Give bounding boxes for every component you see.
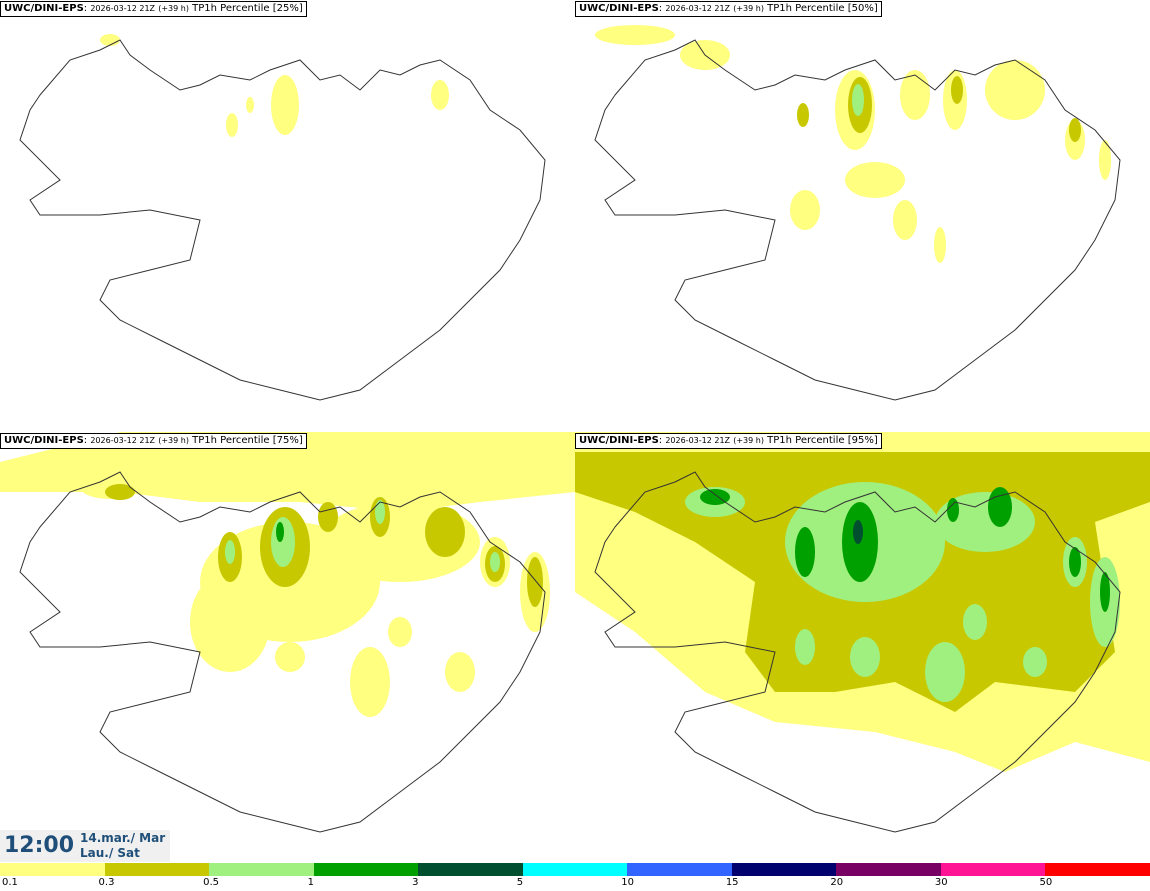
colorbar-tick-label: 0.5 (203, 877, 219, 888)
panel-title: UWC/DINI-EPS: 2026-03-12 21Z (+39 h) TP1… (0, 433, 307, 449)
map-panel-p75: UWC/DINI-EPS: 2026-03-12 21Z (+39 h) TP1… (0, 432, 575, 864)
precip-areas-p95 (575, 432, 1150, 772)
colorbar-segment (418, 863, 523, 876)
colorbar-tick-label: 10 (621, 877, 634, 888)
valid-date-line1: 14.mar./ Mar (80, 831, 166, 845)
valid-date: 14.mar./ Mar Lau./ Sat (80, 831, 165, 861)
map-panel-p50: UWC/DINI-EPS: 2026-03-12 21Z (+39 h) TP1… (575, 0, 1150, 432)
map-panel-p95: UWC/DINI-EPS: 2026-03-12 21Z (+39 h) TP1… (575, 432, 1150, 864)
colorbar-tick-label: 30 (934, 877, 948, 888)
colorbar-tick-label: 50 (1039, 877, 1053, 888)
colorbar-ticks: 0.1 0.3 0.5 1 3 5 10 15 20 30 50 (0, 877, 1150, 891)
colorbar-segment (731, 863, 837, 876)
coastline-p75 (19, 471, 546, 833)
colorbar-segment (836, 863, 941, 876)
map-p50 (594, 25, 1121, 401)
colorbar-segment (522, 863, 628, 876)
precip-colorbar (0, 863, 1150, 876)
colorbar-segment (209, 863, 314, 876)
coastline-p25 (19, 39, 546, 401)
coastline-p50 (594, 39, 1121, 401)
colorbar-tick-label: 0.1 (2, 877, 18, 888)
colorbar-tick-label: 0.3 (98, 877, 115, 888)
colorbar-segment (104, 863, 210, 876)
panel-title: UWC/DINI-EPS: 2026-03-12 21Z (+39 h) TP1… (575, 1, 882, 17)
colorbar-tick-label: 20 (830, 877, 844, 888)
colorbar-tick-label: 3 (412, 877, 419, 888)
map-p25 (19, 34, 546, 401)
map-panel-p25: UWC/DINI-EPS: 2026-03-12 21Z (+39 h) TP1… (0, 0, 575, 432)
map-p75 (0, 432, 575, 833)
colorbar-tick-label: 5 (516, 877, 524, 888)
colorbar-segment (627, 863, 732, 876)
colorbar-tick-label: 15 (725, 877, 739, 888)
panel-title: UWC/DINI-EPS: 2026-03-12 21Z (+39 h) TP1… (0, 1, 307, 17)
coastline-p95 (594, 471, 1121, 833)
colorbar-segment (0, 863, 105, 876)
valid-time: 12:00 (4, 833, 75, 858)
valid-date-line2: Lau./ Sat (80, 846, 140, 860)
precip-areas-p50 (595, 25, 1111, 263)
precip-areas-p25 (100, 34, 449, 137)
colorbar-segment (1045, 863, 1150, 876)
precip-areas-p75 (0, 432, 575, 717)
colorbar-segment (313, 863, 419, 876)
colorbar-segment (940, 863, 1046, 876)
colorbar-tick-label: 1 (307, 877, 314, 888)
valid-time-box: 12:00 14.mar./ Mar Lau./ Sat (0, 830, 170, 862)
map-p95 (575, 432, 1150, 833)
panel-title: UWC/DINI-EPS: 2026-03-12 21Z (+39 h) TP1… (575, 433, 882, 449)
